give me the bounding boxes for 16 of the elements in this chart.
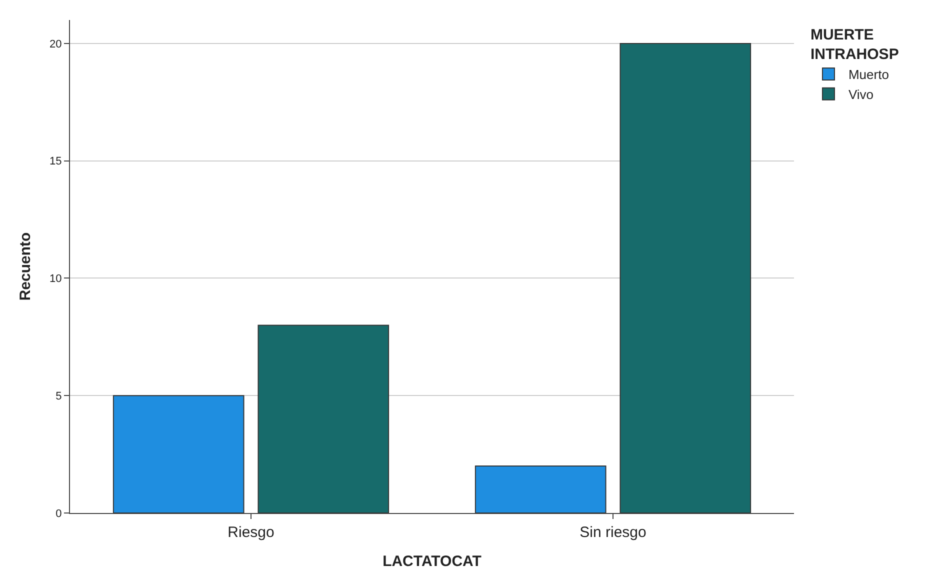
y-axis-title: Recuento [16,232,34,301]
y-tick-label: 15 [50,156,62,168]
legend-label: Muerto [848,67,889,82]
x-tick-label: Sin riesgo [580,524,646,541]
x-axis-title: LACTATOCAT [382,553,482,570]
bar [474,466,606,513]
bar [620,42,752,513]
y-tick-label: 10 [50,273,62,286]
bar [112,395,244,513]
legend-title: MUERTE INTRAHOSP [810,26,899,63]
y-tick-label: 20 [50,38,62,50]
y-tick-label: 5 [56,390,62,402]
bar [258,324,390,513]
legend-label: Vivo [848,86,874,102]
y-tick-label: 0 [56,508,62,520]
x-tick-label: Riesgo [228,524,274,541]
